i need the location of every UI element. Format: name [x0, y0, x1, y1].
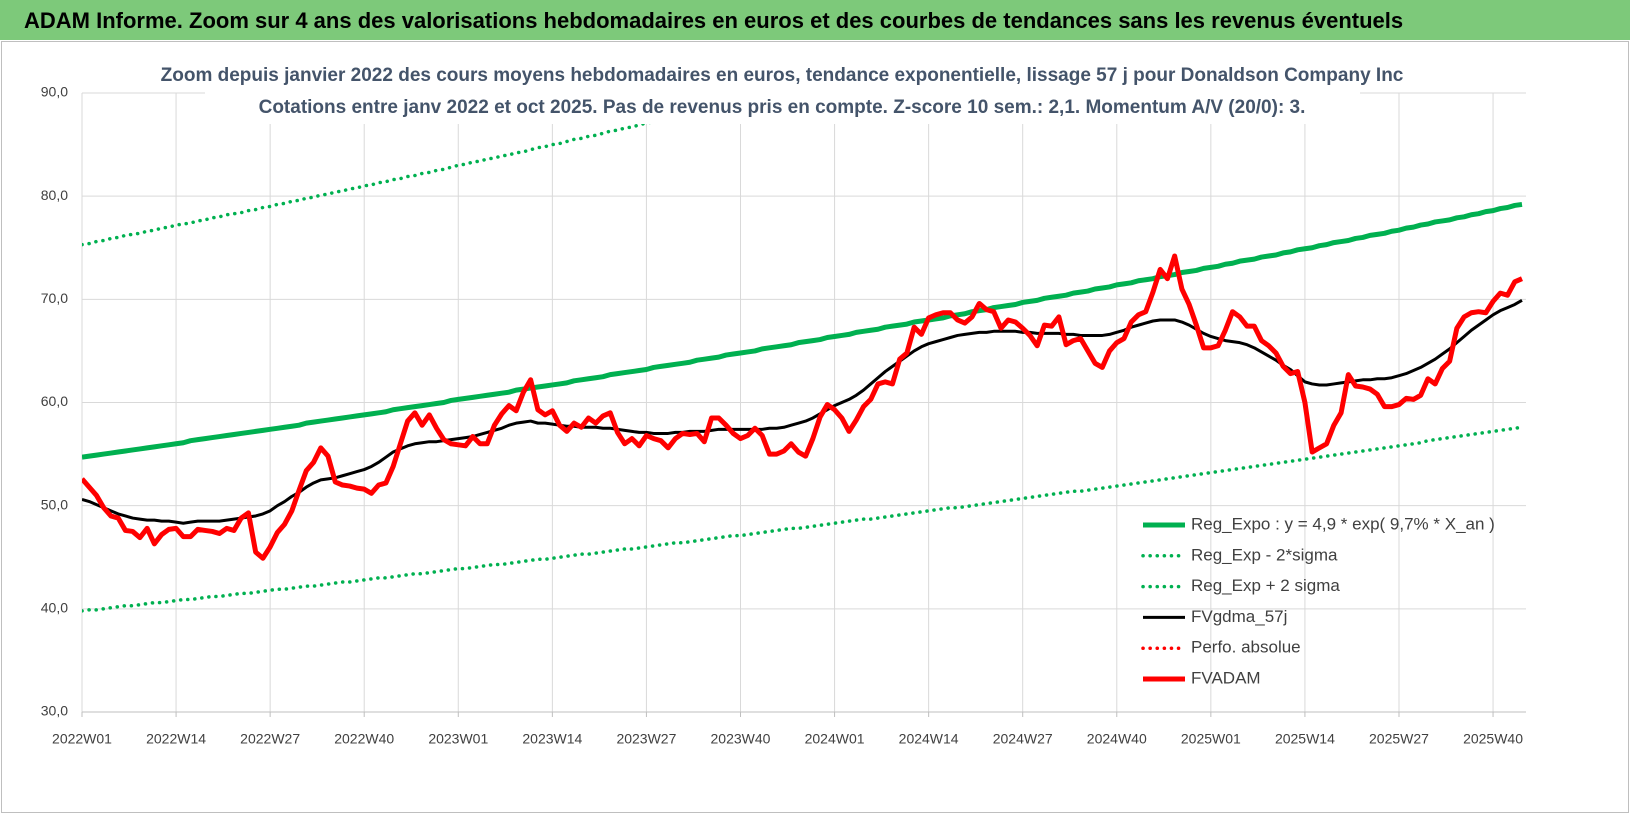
- chart-frame: [1, 41, 1629, 813]
- series-line: [82, 201, 1523, 460]
- legend-label: Reg_Expo : y = 4,9 * exp( 9,7% * X_an ): [1191, 514, 1495, 533]
- x-tick-label: 2024W14: [899, 731, 959, 747]
- y-tick-label: 60,0: [41, 393, 68, 409]
- x-tick-label: 2025W01: [1181, 731, 1241, 747]
- x-tick-label: 2022W01: [52, 731, 112, 747]
- x-tick-label: 2025W27: [1369, 731, 1429, 747]
- y-tick-label: 70,0: [41, 290, 68, 306]
- series-line: [82, 253, 1523, 561]
- page-title: ADAM Informe. Zoom sur 4 ans des valoris…: [24, 8, 1403, 33]
- x-tick-label: 2023W27: [616, 731, 676, 747]
- x-tick-label: 2024W27: [993, 731, 1053, 747]
- x-tick-label: 2023W01: [428, 731, 488, 747]
- x-tick-label: 2024W40: [1087, 731, 1147, 747]
- legend-label: Reg_Exp - 2*sigma: [1191, 545, 1338, 564]
- series-line: [82, 425, 1524, 613]
- y-tick-label: 30,0: [41, 703, 68, 719]
- x-tick-label: 2023W14: [522, 731, 582, 747]
- legend-label: Perfo. absolue: [1191, 638, 1301, 657]
- legend-label: Reg_Exp + 2 sigma: [1191, 576, 1340, 595]
- x-tick-label: 2022W27: [240, 731, 300, 747]
- header-bar: [0, 0, 1630, 40]
- x-tick-label: 2022W14: [146, 731, 206, 747]
- y-tick-label: 90,0: [41, 84, 68, 100]
- y-tick-label: 80,0: [41, 187, 68, 203]
- y-tick-label: 40,0: [41, 600, 68, 616]
- x-tick-label: 2024W01: [805, 731, 865, 747]
- chart-subtitle: Cotations entre janv 2022 et oct 2025. P…: [259, 97, 1306, 118]
- y-tick-label: 50,0: [41, 496, 68, 512]
- x-tick-label: 2023W40: [711, 731, 771, 747]
- legend-label: FVgdma_57j: [1191, 607, 1287, 626]
- x-tick-label: 2025W40: [1463, 731, 1523, 747]
- chart-title: Zoom depuis janvier 2022 des cours moyen…: [161, 65, 1404, 86]
- legend-label: FVADAM: [1191, 668, 1261, 687]
- x-tick-label: 2025W14: [1275, 731, 1335, 747]
- x-tick-label: 2022W40: [334, 731, 394, 747]
- subtitle-background: [205, 58, 1360, 124]
